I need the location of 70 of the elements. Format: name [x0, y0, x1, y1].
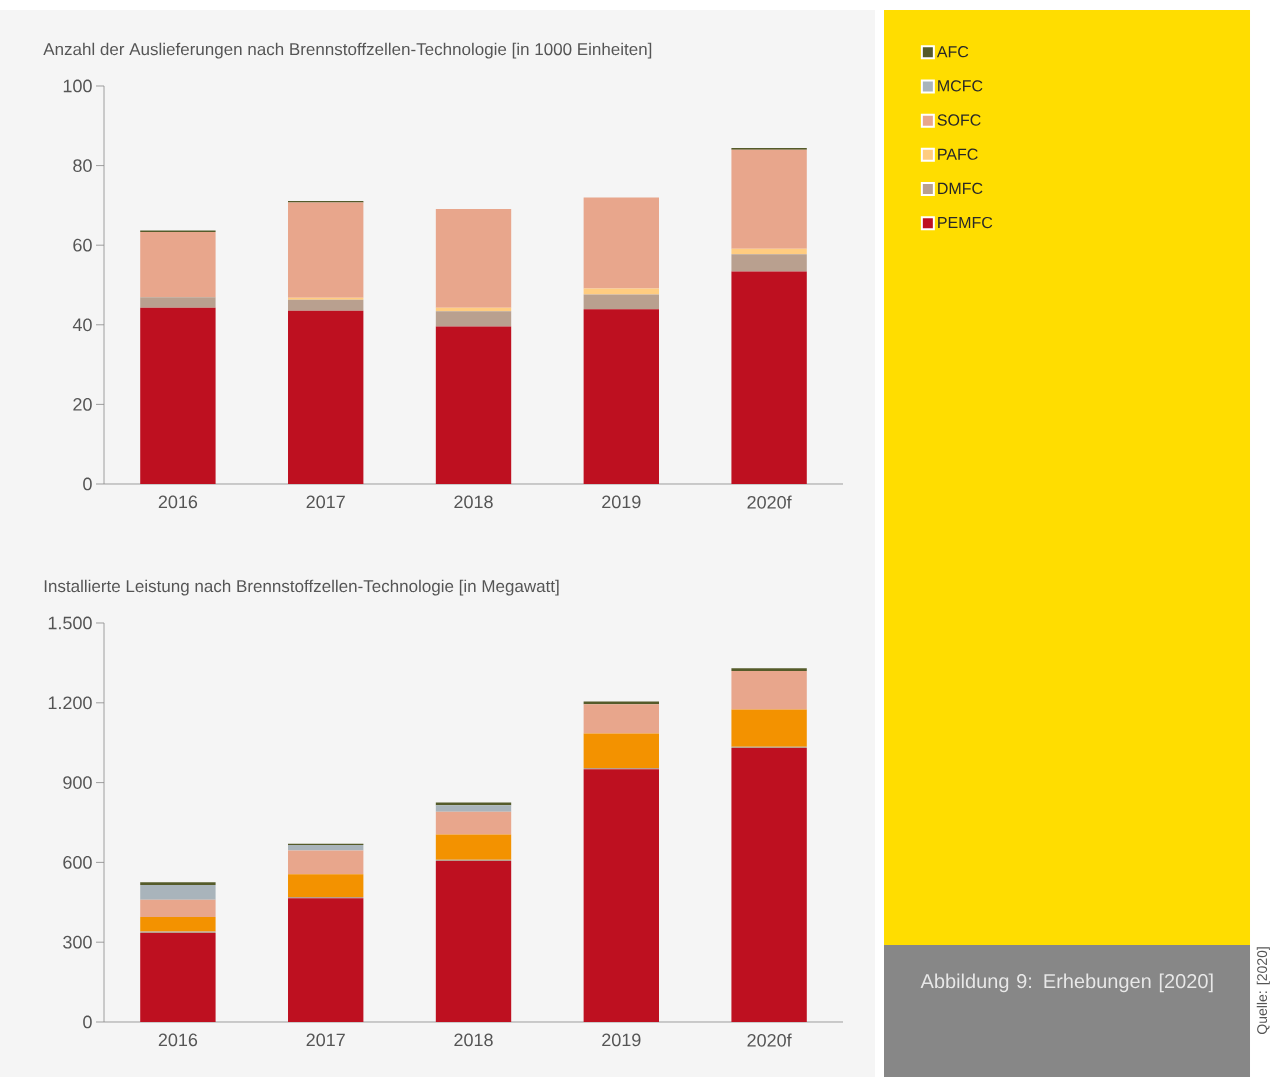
bar	[583, 294, 659, 310]
y-tick-label: 60	[73, 238, 92, 252]
x-tick-label: 2018	[454, 1033, 493, 1047]
x-tick-label: 2018	[454, 495, 493, 509]
x-tick-label: 2019	[602, 1033, 641, 1047]
bar	[731, 149, 807, 249]
x-tick-label: 2016	[158, 495, 198, 509]
legend-label: AFC	[936, 46, 969, 58]
bar	[140, 232, 216, 298]
y-tick-label: 100	[63, 79, 92, 93]
bar	[140, 932, 216, 1022]
bar	[731, 670, 807, 710]
bar	[435, 811, 512, 835]
bar	[288, 874, 364, 897]
bar	[731, 748, 807, 1022]
text: Abbildung 9: Erhebungen [2020]	[920, 973, 1213, 993]
chart-title: Installierte Leistung nach Brennstoffzellen-Technologie [in Megawatt]	[44, 579, 559, 596]
y-tick-label: 0	[83, 1015, 92, 1029]
y-tick-label: 1.500	[48, 616, 92, 630]
x-tick-label: 2019	[602, 495, 641, 509]
bar	[583, 288, 659, 295]
bar	[583, 309, 659, 484]
bar	[583, 769, 659, 1022]
bar	[140, 916, 216, 932]
x-tick-label: 2016	[158, 1033, 198, 1047]
bar	[583, 701, 659, 705]
bar	[583, 733, 659, 768]
bar	[140, 899, 216, 917]
y-tick-label: 900	[63, 776, 92, 789]
chart-title: Anzahl der Auslieferungen nach Brennstoffzellen-Technologie [in 1000 Einheiten]	[43, 42, 652, 59]
y-tick-label: 20	[73, 398, 92, 411]
bar	[731, 709, 807, 747]
y-tick-label: 600	[63, 856, 92, 869]
bar	[435, 208, 512, 308]
bar	[731, 668, 807, 671]
bar	[435, 805, 512, 812]
bar	[435, 834, 512, 860]
x-tick-label: 2020f	[747, 495, 792, 509]
y-tick-label: 80	[73, 159, 92, 172]
legend-label: SOFC	[937, 114, 981, 126]
bar	[140, 297, 216, 308]
bar	[583, 704, 659, 734]
bar	[435, 861, 512, 1022]
bar	[731, 271, 807, 484]
bar	[140, 307, 216, 484]
bar	[435, 326, 512, 484]
legend-label: DMFC	[938, 182, 983, 195]
bar	[288, 850, 364, 875]
bar	[435, 311, 512, 327]
legend-label: MCFC	[938, 80, 983, 92]
bar	[288, 310, 364, 484]
bar	[288, 898, 364, 1022]
legend-label: PEMFC	[938, 216, 993, 229]
y-tick-label: 40	[72, 318, 92, 332]
bar	[288, 845, 364, 851]
bar	[140, 885, 216, 900]
y-tick-label: 1.200	[48, 696, 92, 710]
bar	[288, 202, 364, 298]
source-note: Quelle: [2020]	[1256, 947, 1270, 1035]
x-tick-label: 2017	[306, 1033, 345, 1047]
bar	[731, 254, 807, 272]
y-tick-label: 300	[63, 935, 92, 949]
x-tick-label: 2017	[306, 495, 345, 509]
bar	[288, 299, 364, 311]
bar	[140, 882, 216, 886]
legend-label: PAFC	[938, 148, 978, 160]
bar	[731, 248, 807, 255]
y-tick-label: 0	[83, 477, 92, 491]
x-tick-label: 2020f	[747, 1033, 792, 1047]
bar	[583, 197, 659, 289]
